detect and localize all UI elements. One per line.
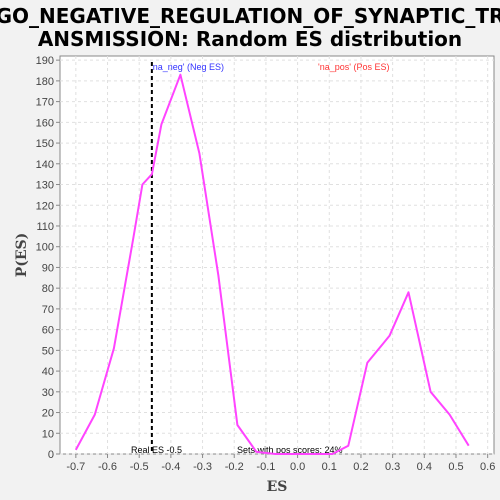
y-tick-label: 150	[36, 138, 54, 150]
x-tick-label: 0.5	[448, 461, 463, 473]
y-tick-label: 110	[36, 221, 54, 233]
y-tick-label: 50	[42, 345, 54, 357]
chart-title-line-2: ANSMISSION: Random ES distribution	[38, 27, 462, 51]
y-tick-label: 170	[36, 97, 54, 109]
y-tick-label: 70	[42, 304, 54, 316]
plot-background	[59, 55, 495, 455]
neg-es-label: 'na_neg' (Neg ES)	[151, 62, 224, 72]
grid	[60, 56, 494, 455]
x-tick-label: -0.7	[66, 461, 85, 473]
y-tick-label: 20	[42, 408, 54, 420]
real-es-label: Real ES -0.5	[131, 445, 182, 455]
y-tick-label: 40	[42, 366, 54, 378]
y-tick-label: 140	[36, 159, 54, 171]
y-tick-label: 90	[42, 262, 54, 274]
y-tick-label: 100	[36, 242, 54, 254]
x-tick-label: -0.5	[130, 461, 149, 473]
x-tick-label: -0.3	[193, 461, 212, 473]
pos-scores-label: Sets with pos scores: 24%	[237, 445, 343, 455]
x-tick-label: -0.1	[256, 461, 275, 473]
x-tick-label: -0.2	[225, 461, 244, 473]
x-tick-label: 0.6	[480, 461, 495, 473]
series-layer	[74, 73, 470, 455]
y-axis-label: P(ES)	[14, 233, 30, 278]
x-tick-label: 0.1	[322, 461, 337, 473]
y-tick-label: 160	[36, 117, 54, 129]
x-tick-label: 0.0	[290, 461, 305, 473]
y-tick-label: 60	[42, 325, 54, 337]
pos-es-label: 'na_pos' (Pos ES)	[318, 62, 389, 72]
x-tick-label: -0.6	[98, 461, 117, 473]
x-axis-label: ES	[267, 479, 288, 495]
x-tick-label: 0.2	[353, 461, 368, 473]
y-tick-label: 30	[42, 387, 54, 399]
y-tick-label: 80	[42, 283, 54, 295]
y-axis-ticks: 0 10 20 30 40 50 60 70 80 90 100 110 120 130 140 150 160…	[36, 55, 60, 461]
chart-title-line-1: GO_NEGATIVE_REGULATION_OF_SYNAPTIC_TR	[0, 4, 500, 28]
x-tick-label: -0.4	[161, 461, 180, 473]
x-axis-ticks: -0.7 -0.6 -0.5 -0.4 -0.3 -0.2 -0.1 0.0 0.1 0.2 0.3…	[66, 454, 495, 473]
y-tick-label: 180	[36, 76, 54, 88]
y-tick-label: 130	[36, 180, 54, 192]
x-tick-label: 0.4	[417, 461, 432, 473]
y-tick-label: 190	[36, 55, 54, 67]
y-tick-label: 10	[42, 428, 54, 440]
y-tick-label: 0	[48, 449, 54, 461]
y-tick-label: 120	[36, 200, 54, 212]
es-distribution-line	[74, 73, 470, 455]
x-tick-label: 0.3	[385, 461, 400, 473]
